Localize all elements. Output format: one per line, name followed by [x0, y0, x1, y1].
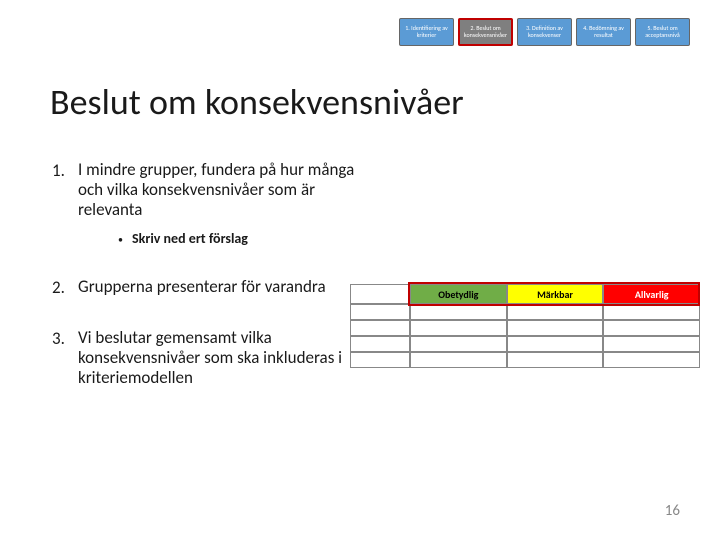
bullet-icon: • — [118, 233, 132, 246]
page-title: Beslut om konsekvensnivåer — [50, 80, 464, 124]
list-item: 1.I mindre grupper, fundera på hur många… — [52, 160, 372, 247]
table-cell — [603, 352, 700, 368]
table-cell — [603, 336, 700, 352]
list-item: 2.Grupperna presenterar för varandra — [52, 277, 372, 298]
table-row — [350, 336, 700, 352]
table-row-label — [350, 320, 410, 336]
table-cell — [410, 336, 507, 352]
table-header: ObetydligMärkbarAllvarlig — [350, 284, 700, 304]
table-cell — [507, 304, 604, 320]
list-text: I mindre grupper, fundera på hur många o… — [78, 160, 372, 220]
list-body: Vi beslutar gemensamt vilka konsekvensni… — [78, 328, 372, 388]
list-number: 3. — [52, 328, 78, 349]
table-row-label — [350, 304, 410, 320]
table-header-spacer — [350, 284, 410, 304]
list-text: Vi beslutar gemensamt vilka konsekvensni… — [78, 328, 372, 388]
list-number: 2. — [52, 277, 78, 298]
numbered-list: 1.I mindre grupper, fundera på hur många… — [52, 160, 372, 418]
page-number: 16 — [665, 502, 680, 520]
nav-step-1: 1. Identifiering av kriterier — [399, 18, 454, 46]
list-subitem: •Skriv ned ert förslag — [118, 230, 372, 247]
list-text: Grupperna presenterar för varandra — [78, 277, 372, 297]
table-header-cell: Märkbar — [507, 284, 604, 304]
table-row — [350, 320, 700, 336]
list-item: 3.Vi beslutar gemensamt vilka konsekvens… — [52, 328, 372, 388]
nav-step-2: 2. Beslut om konsekvensnivåer — [458, 18, 513, 46]
table-body — [350, 304, 700, 368]
nav-step-3: 3. Definition av konsekvenser — [517, 18, 572, 46]
table-row — [350, 352, 700, 368]
table-cell — [410, 320, 507, 336]
nav-steps: 1. Identifiering av kriterier2. Beslut o… — [399, 18, 690, 46]
table-header-cell: Allvarlig — [603, 284, 700, 304]
nav-step-5: 5. Beslut om acceptansnivå — [635, 18, 690, 46]
table-row-label — [350, 352, 410, 368]
table-cell — [507, 352, 604, 368]
table-cell — [410, 304, 507, 320]
slide: 1. Identifiering av kriterier2. Beslut o… — [0, 0, 720, 540]
table-row — [350, 304, 700, 320]
list-body: I mindre grupper, fundera på hur många o… — [78, 160, 372, 247]
list-body: Grupperna presenterar för varandra — [78, 277, 372, 297]
table-header-cell: Obetydlig — [410, 284, 507, 304]
nav-step-4: 4. Bedömning av resultat — [576, 18, 631, 46]
table-cell — [507, 336, 604, 352]
list-subtext: Skriv ned ert förslag — [132, 230, 248, 247]
table-row-label — [350, 336, 410, 352]
table-cell — [410, 352, 507, 368]
list-number: 1. — [52, 160, 78, 181]
table-cell — [603, 320, 700, 336]
table-cell — [507, 320, 604, 336]
table-cell — [603, 304, 700, 320]
consequence-table: ObetydligMärkbarAllvarlig — [350, 284, 700, 368]
